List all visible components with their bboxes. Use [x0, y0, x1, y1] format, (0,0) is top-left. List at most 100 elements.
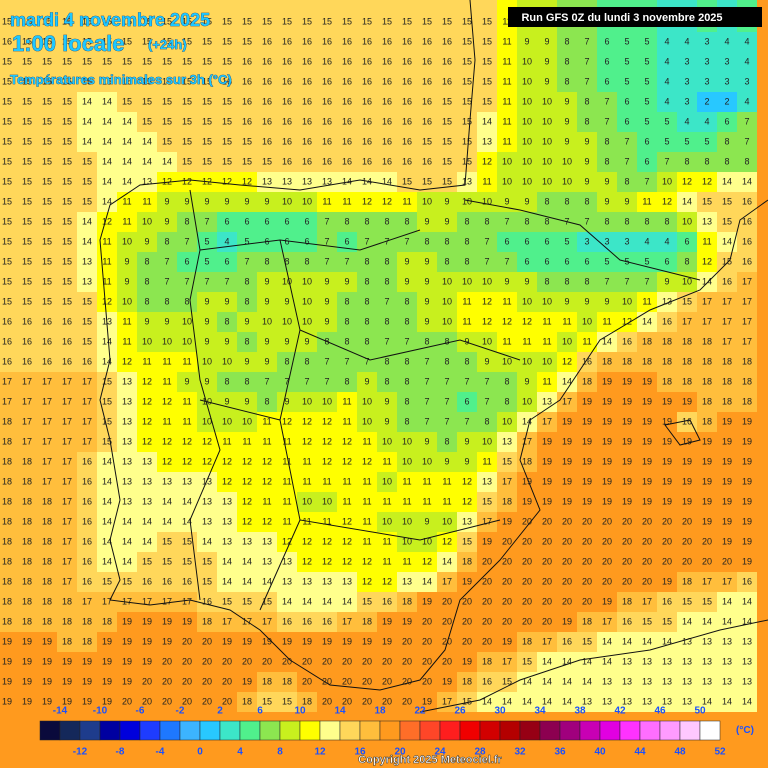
temperature-value: 20 [582, 556, 592, 566]
legend-swatch [359, 720, 381, 741]
temperature-value: 17 [2, 396, 12, 406]
temperature-cell [97, 92, 117, 112]
temperature-cell [417, 0, 437, 32]
temperature-value: 7 [224, 276, 229, 286]
copyright: Copyright 2025 Meteociel.fr [358, 754, 502, 766]
temperature-value: 7 [484, 256, 489, 266]
temperature-value: 7 [424, 416, 429, 426]
temperature-value: 6 [524, 256, 529, 266]
temperature-value: 20 [542, 616, 552, 626]
legend-label: 44 [634, 747, 646, 758]
temperature-cell [397, 132, 417, 152]
temperature-cell [517, 192, 537, 212]
temperature-cell [137, 292, 157, 312]
temperature-value: 17 [82, 436, 92, 446]
temperature-value: 13 [282, 176, 292, 186]
temperature-value: 6 [304, 236, 309, 246]
temperature-value: 19 [642, 376, 652, 386]
legend-swatch [699, 720, 721, 741]
temperature-value: 19 [582, 396, 592, 406]
temperature-cell [17, 112, 37, 132]
temperature-value: 20 [162, 696, 172, 706]
temperature-value: 9 [364, 376, 369, 386]
temperature-value: 16 [2, 36, 12, 46]
temperature-value: 5 [644, 56, 649, 66]
temperature-value: 19 [722, 416, 732, 426]
temperature-value: 8 [184, 296, 189, 306]
temperature-value: 15 [162, 536, 172, 546]
temperature-value: 14 [642, 636, 652, 646]
temperature-value: 15 [2, 196, 12, 206]
temperature-cell [417, 92, 437, 112]
temperature-cell [77, 0, 97, 32]
temperature-value: 9 [164, 216, 169, 226]
temperature-value: 16 [302, 616, 312, 626]
temperature-value: 12 [702, 176, 712, 186]
temperature-value: 15 [62, 56, 72, 66]
temperature-value: 11 [282, 476, 291, 486]
temperature-value: 20 [202, 676, 212, 686]
temperature-value: 20 [602, 576, 612, 586]
temperature-cell [177, 252, 197, 272]
temperature-cell [477, 32, 497, 52]
temperature-cell [357, 252, 377, 272]
temperature-value: 17 [742, 276, 752, 286]
temperature-cell [257, 112, 277, 132]
temperature-value: 15 [502, 456, 512, 466]
temperature-cell [397, 232, 417, 252]
temperature-cell [537, 192, 557, 212]
temperature-cell [437, 292, 457, 312]
temperature-cell [177, 192, 197, 212]
temperature-value: 19 [142, 616, 152, 626]
temperature-value: 12 [362, 576, 372, 586]
temperature-value: 19 [602, 396, 612, 406]
temperature-cell [337, 232, 357, 252]
temperature-value: 14 [562, 676, 572, 686]
temperature-value: 13 [702, 656, 712, 666]
temperature-value: 12 [162, 436, 172, 446]
temperature-value: 12 [142, 396, 152, 406]
temperature-value: 16 [342, 96, 352, 106]
temperature-value: 13 [222, 496, 232, 506]
temperature-cell [597, 272, 617, 292]
temperature-value: 15 [222, 136, 232, 146]
temperature-cell [477, 72, 497, 92]
temperature-cell [617, 192, 637, 212]
temperature-value: 17 [62, 576, 72, 586]
temperature-value: 20 [302, 656, 312, 666]
temperature-cell [77, 212, 97, 232]
temperature-cell [597, 172, 617, 192]
temperature-cell [497, 52, 517, 72]
temperature-value: 20 [582, 516, 592, 526]
temperature-value: 19 [162, 636, 172, 646]
temperature-value: 16 [262, 36, 272, 46]
temperature-value: 14 [702, 616, 712, 626]
temperature-cell [137, 272, 157, 292]
temperature-value: 8 [164, 236, 169, 246]
temperature-value: 10 [682, 216, 692, 226]
temperature-cell [537, 232, 557, 252]
temperature-value: 7 [164, 276, 169, 286]
temperature-cell [37, 272, 57, 292]
temperature-value: 18 [2, 556, 12, 566]
temperature-value: 16 [82, 356, 92, 366]
temperature-value: 9 [224, 336, 229, 346]
temperature-cell [77, 192, 97, 212]
temperature-value: 8 [244, 336, 249, 346]
temperature-value: 18 [2, 456, 12, 466]
temperature-value: 11 [162, 416, 171, 426]
temperature-cell [17, 272, 37, 292]
temperature-cell [577, 292, 597, 312]
temperature-value: 10 [302, 496, 312, 506]
temperature-value: 8 [584, 116, 589, 126]
temperature-cell [457, 172, 477, 192]
temperature-value: 10 [262, 316, 272, 326]
temperature-cell [397, 272, 417, 292]
temperature-cell [697, 92, 717, 112]
temperature-value: 20 [542, 556, 552, 566]
temperature-value: 10 [562, 156, 572, 166]
temperature-value: 16 [562, 636, 572, 646]
temperature-value: 9 [504, 196, 509, 206]
temperature-value: 5 [604, 256, 609, 266]
temperature-value: 15 [42, 136, 52, 146]
